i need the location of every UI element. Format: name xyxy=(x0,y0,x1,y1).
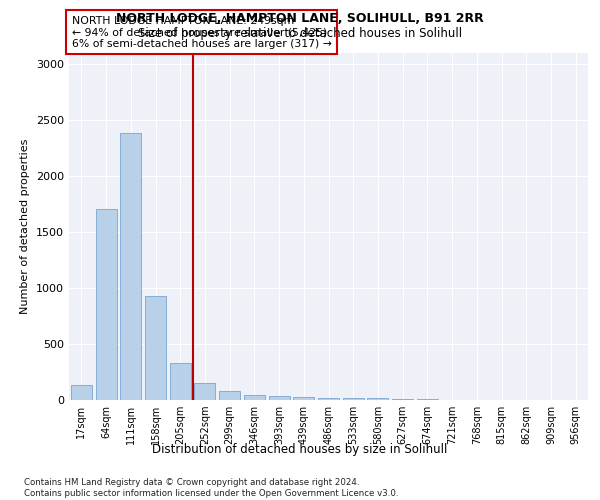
Bar xyxy=(219,391,240,400)
Bar xyxy=(244,395,265,400)
Bar xyxy=(95,210,116,400)
Text: Size of property relative to detached houses in Solihull: Size of property relative to detached ho… xyxy=(138,28,462,40)
Text: NORTH LODGE, HAMPTON LANE, SOLIHULL, B91 2RR: NORTH LODGE, HAMPTON LANE, SOLIHULL, B91… xyxy=(116,12,484,26)
Bar xyxy=(318,398,339,400)
Y-axis label: Number of detached properties: Number of detached properties xyxy=(20,138,31,314)
Text: Distribution of detached houses by size in Solihull: Distribution of detached houses by size … xyxy=(152,442,448,456)
Bar xyxy=(343,398,364,400)
Bar xyxy=(367,398,388,400)
Bar xyxy=(71,386,92,400)
Text: NORTH LODGE HAMPTON LANE: 249sqm
← 94% of detached houses are smaller (5,425)
6%: NORTH LODGE HAMPTON LANE: 249sqm ← 94% o… xyxy=(71,16,331,49)
Bar xyxy=(170,363,191,400)
Bar xyxy=(120,133,141,400)
Text: Contains HM Land Registry data © Crown copyright and database right 2024.
Contai: Contains HM Land Registry data © Crown c… xyxy=(24,478,398,498)
Bar xyxy=(194,383,215,400)
Bar xyxy=(269,396,290,400)
Bar xyxy=(293,397,314,400)
Bar xyxy=(145,296,166,400)
